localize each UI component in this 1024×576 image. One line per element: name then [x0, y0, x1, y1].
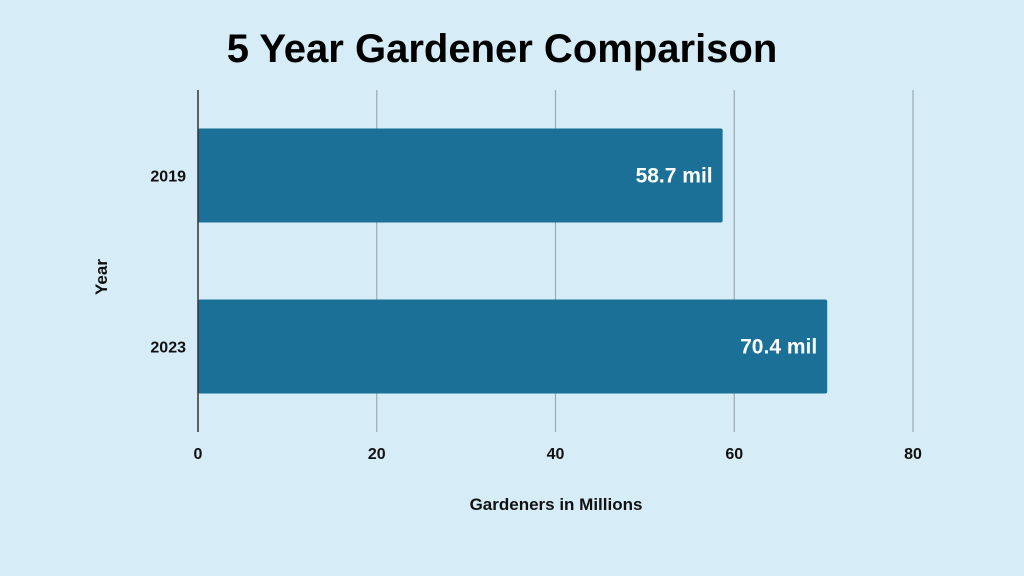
y-axis-title: Year: [92, 259, 111, 295]
x-axis-title: Gardeners in Millions: [470, 495, 643, 514]
y-tick-label: 2019: [150, 169, 186, 186]
bars: [198, 128, 828, 394]
chart-title: 5 Year Gardener Comparison: [227, 27, 778, 71]
y-tick-label: 2023: [150, 340, 186, 357]
labels: 0 20 40 60 80 2019 58.7 mil 2023 70.4 mil: [150, 165, 922, 464]
bar-2019: [198, 128, 723, 223]
x-tick-label: 20: [368, 446, 386, 463]
data-label-2019: 58.7 mil: [636, 165, 713, 188]
x-tick-label: 40: [547, 446, 565, 463]
x-tick-label: 60: [725, 446, 743, 463]
bar-2023: [198, 299, 828, 394]
x-tick-label: 0: [194, 446, 203, 463]
x-tick-label: 80: [904, 446, 922, 463]
data-label-2023: 70.4 mil: [740, 336, 817, 359]
